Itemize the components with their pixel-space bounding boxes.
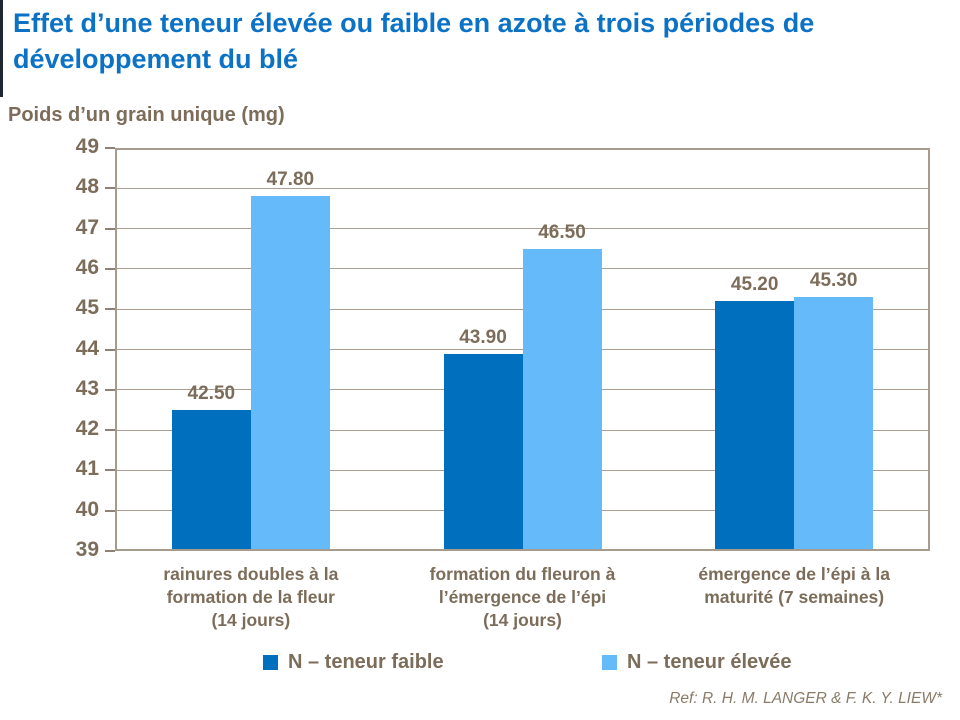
y-axis-tick: [105, 509, 115, 512]
y-tick-label: 42: [75, 417, 99, 441]
y-axis-tick: [105, 550, 115, 552]
value-label-series1-cat1: 46.50: [538, 221, 586, 243]
y-tick-label: 46: [75, 255, 99, 279]
bar-series1-cat2: [794, 297, 874, 551]
y-tick-label: 44: [75, 336, 99, 360]
y-axis-tick: [105, 388, 115, 391]
legend-swatch-teneur-faible: [263, 655, 278, 670]
bar-series0-cat2: [715, 301, 795, 551]
y-tick-label: 45: [75, 296, 99, 320]
value-label-series0-cat1: 43.90: [459, 326, 507, 348]
y-axis-tick: [105, 429, 115, 432]
y-tick-label: 40: [75, 497, 99, 521]
y-axis-tick: [105, 227, 115, 230]
value-label-series1-cat2: 45.30: [809, 270, 858, 292]
legend-item-teneur-faible: N – teneur faible: [263, 651, 444, 674]
y-tick-label: 43: [75, 376, 99, 400]
page-title: Effet d’une teneur élevée ou faible en a…: [13, 8, 815, 74]
legend-swatch-teneur-elevee: [602, 655, 617, 670]
title-accent-bar: [0, 0, 3, 97]
gridline: [115, 187, 930, 189]
bar-series0-cat0: [171, 409, 251, 551]
reference-text: Ref: R. H. M. LANGER & F. K. Y. LIEW*: [669, 690, 942, 707]
bar-series0-cat1: [443, 353, 523, 551]
value-label-series0-cat2: 45.20: [730, 274, 779, 296]
category-label-2: émergence de l’épi à la maturité (7 sema…: [698, 564, 890, 608]
y-tick-label: 41: [75, 457, 99, 481]
y-axis-tick: [105, 469, 115, 472]
y-tick-label: 47: [75, 215, 99, 239]
legend-item-teneur-elevee: N – teneur élevée: [602, 651, 792, 674]
y-axis-tick: [105, 267, 115, 270]
y-axis-tick: [105, 187, 115, 190]
bar-series1-cat1: [522, 248, 602, 551]
y-tick-label: 39: [75, 538, 99, 561]
gridline: [115, 228, 930, 230]
y-tick-label: 49: [75, 135, 99, 158]
bar-chart: 39 40 41 42 43 44 45 46 47 48 49 42.50 47.80 rainures…: [76, 135, 930, 630]
y-axis-tick: [105, 147, 115, 149]
y-axis-title: Poids d’un grain unique (mg): [8, 104, 285, 126]
category-label-0: rainures doubles à la formation de la fl…: [163, 564, 339, 631]
category-label-1: formation du fleuron à l’émergence de l’…: [429, 564, 616, 631]
y-axis-tick: [105, 348, 115, 351]
value-label-series1-cat0: 47.80: [266, 169, 315, 191]
y-axis-tick: [105, 308, 115, 311]
y-tick-label: 48: [75, 175, 99, 199]
legend-label-teneur-elevee: N – teneur élevée: [627, 651, 792, 673]
legend-label-teneur-faible: N – teneur faible: [288, 651, 444, 673]
bar-series1-cat0: [250, 196, 330, 551]
value-label-series0-cat0: 42.50: [187, 382, 236, 404]
